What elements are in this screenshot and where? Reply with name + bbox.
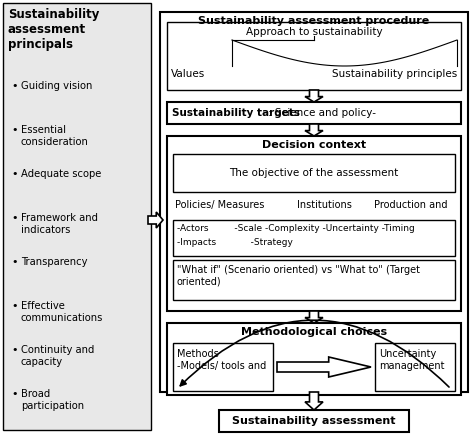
Text: -Impacts            -Strategy: -Impacts -Strategy bbox=[177, 238, 293, 247]
Bar bbox=[160, 12, 468, 392]
Text: •: • bbox=[11, 301, 18, 311]
Text: Sustainability
assessment
principals: Sustainability assessment principals bbox=[8, 8, 100, 51]
Polygon shape bbox=[277, 357, 371, 377]
Text: Framework and
indicators: Framework and indicators bbox=[21, 213, 98, 235]
Text: Institutions: Institutions bbox=[297, 200, 352, 210]
Text: •: • bbox=[11, 169, 18, 179]
Polygon shape bbox=[305, 311, 323, 323]
Text: Sustainability principles: Sustainability principles bbox=[332, 69, 457, 79]
Text: : Science and policy-: : Science and policy- bbox=[268, 108, 376, 118]
Polygon shape bbox=[305, 392, 323, 410]
Text: Approach to sustainability: Approach to sustainability bbox=[246, 27, 383, 37]
Bar bbox=[173, 260, 455, 300]
Text: •: • bbox=[11, 81, 18, 91]
Text: •: • bbox=[11, 257, 18, 267]
Text: Sustainability assessment procedure: Sustainability assessment procedure bbox=[199, 16, 429, 26]
Text: Policies/ Measures: Policies/ Measures bbox=[175, 200, 264, 210]
Text: -Actors         -Scale -Complexity -Uncertainty -Timing: -Actors -Scale -Complexity -Uncertainty … bbox=[177, 224, 415, 233]
Text: The objective of the assessment: The objective of the assessment bbox=[229, 168, 399, 178]
Polygon shape bbox=[305, 124, 323, 136]
Text: Adequate scope: Adequate scope bbox=[21, 169, 101, 179]
Text: Guiding vision: Guiding vision bbox=[21, 81, 92, 91]
Text: Uncertainty
management: Uncertainty management bbox=[379, 349, 445, 371]
Bar bbox=[167, 323, 461, 395]
Text: Transparency: Transparency bbox=[21, 257, 88, 267]
Text: Values: Values bbox=[171, 69, 205, 79]
Bar bbox=[173, 343, 273, 391]
Bar bbox=[167, 102, 461, 124]
Polygon shape bbox=[305, 90, 323, 102]
Text: Sustainability assessment: Sustainability assessment bbox=[232, 416, 396, 426]
Text: Effective
communications: Effective communications bbox=[21, 301, 103, 323]
Text: •: • bbox=[11, 389, 18, 399]
Text: Production and: Production and bbox=[374, 200, 447, 210]
Text: •: • bbox=[11, 125, 18, 135]
FancyArrowPatch shape bbox=[180, 320, 449, 387]
Text: •: • bbox=[11, 213, 18, 223]
Text: Decision context: Decision context bbox=[262, 140, 366, 150]
Text: •: • bbox=[11, 345, 18, 355]
Bar bbox=[167, 136, 461, 311]
Bar bbox=[3, 3, 151, 430]
Polygon shape bbox=[148, 212, 163, 228]
Text: Essential
consideration: Essential consideration bbox=[21, 125, 89, 147]
Text: Broad
participation: Broad participation bbox=[21, 389, 84, 411]
Bar bbox=[219, 410, 409, 432]
Bar bbox=[167, 22, 461, 90]
Text: "What if" (Scenario oriented) vs "What to" (Target
oriented): "What if" (Scenario oriented) vs "What t… bbox=[177, 265, 420, 287]
Bar bbox=[375, 343, 455, 391]
Bar bbox=[173, 154, 455, 192]
Text: Continuity and
capacity: Continuity and capacity bbox=[21, 345, 94, 367]
Text: Methodological choices: Methodological choices bbox=[241, 327, 387, 337]
Text: Methods
-Models/ tools and: Methods -Models/ tools and bbox=[177, 349, 266, 371]
Text: Sustainability targets: Sustainability targets bbox=[172, 108, 300, 118]
Bar bbox=[173, 220, 455, 256]
